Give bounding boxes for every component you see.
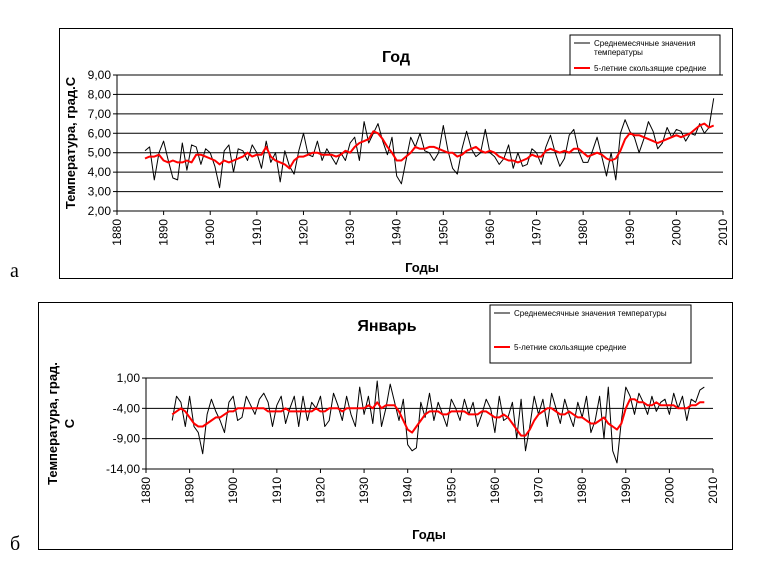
series-line-monthly <box>144 98 715 189</box>
y-tick-label: 1,00 <box>117 371 141 385</box>
legend-box <box>489 304 692 364</box>
x-tick-label: 2000 <box>669 219 683 246</box>
x-tick-label: 1910 <box>250 219 264 246</box>
y-tick-label: 5,00 <box>88 146 112 160</box>
x-tick-label: 1920 <box>313 477 327 504</box>
x-tick-label: 2010 <box>706 477 720 504</box>
y-tick-label: 2,00 <box>88 204 112 218</box>
x-axis-label: Годы <box>412 527 446 542</box>
x-tick-label: 1890 <box>157 219 171 246</box>
legend-label-moving-average: 5-летние скользящие средние <box>594 64 707 73</box>
legend-label-monthly: Среднемесячные значения температуры <box>514 309 667 318</box>
chart-title: Январь <box>357 318 416 335</box>
legend-label-moving-average: 5-летние скользящие средние <box>514 343 627 352</box>
x-tick-label: 1930 <box>343 219 357 246</box>
x-axis-label: Годы <box>405 260 439 275</box>
series-line-moving-average <box>171 398 705 437</box>
x-tick-label: 1890 <box>183 477 197 504</box>
y-axis-label: Температура, град.С <box>45 362 77 485</box>
x-tick-label: 1990 <box>623 219 637 246</box>
x-tick-label: 1940 <box>390 219 404 246</box>
x-tick-label: 1980 <box>575 477 589 504</box>
x-tick-label: 1950 <box>436 219 450 246</box>
y-axis-label: Температура, град.С <box>63 76 78 209</box>
y-tick-label: 9,00 <box>88 68 112 82</box>
x-tick-label: 1940 <box>401 477 415 504</box>
x-tick-label: 2000 <box>662 477 676 504</box>
x-tick-label: 1960 <box>488 477 502 504</box>
y-tick-label: 7,00 <box>88 107 112 121</box>
y-tick-label: -4,00 <box>113 401 141 415</box>
chart-january-plot: -14,00 -9,00 -4,00 1,00 1880 1890 1900 1910 1920… <box>45 304 720 542</box>
y-tick-label: 6,00 <box>88 126 112 140</box>
x-tick-label: 1970 <box>532 477 546 504</box>
x-tick-label: 1880 <box>139 477 153 504</box>
x-tick-label: 1900 <box>226 477 240 504</box>
series-line-moving-average <box>144 122 715 170</box>
x-tick-label: 1920 <box>296 219 310 246</box>
x-tick-label: 1990 <box>619 477 633 504</box>
series-line-monthly <box>171 380 705 464</box>
y-tick-label: 3,00 <box>88 185 112 199</box>
x-tick-label: 1960 <box>483 219 497 246</box>
chart-january: -14,00 -9,00 -4,00 1,00 1880 1890 1900 1910 1920… <box>38 302 733 550</box>
chart-annual: 2,00 3,00 4,00 5,00 6,00 7,00 8,00 9,00 1880 1890… <box>59 28 733 279</box>
x-tick-label: 1970 <box>530 219 544 246</box>
x-tick-label: 2010 <box>716 219 730 246</box>
legend-label-monthly: температуры <box>594 48 643 57</box>
x-tick-label: 1900 <box>203 219 217 246</box>
legend-box <box>569 34 721 76</box>
x-tick-label: 1910 <box>270 477 284 504</box>
x-tick-label: 1880 <box>110 219 124 246</box>
y-tick-label: -9,00 <box>113 432 141 446</box>
x-tick-label: 1980 <box>576 219 590 246</box>
y-tick-label: 4,00 <box>88 165 112 179</box>
y-tick-label: 8,00 <box>88 87 112 101</box>
chart-annual-plot: 2,00 3,00 4,00 5,00 6,00 7,00 8,00 9,00 1880 1890… <box>63 34 730 275</box>
y-tick-label: -14,00 <box>106 462 140 476</box>
x-tick-label: 1930 <box>357 477 371 504</box>
panel-label-a: а <box>10 260 19 282</box>
panel-label-b: б <box>10 533 21 555</box>
legend-label-monthly: Среднемесячные значения <box>594 39 696 48</box>
chart-title: Год <box>382 49 410 66</box>
x-tick-label: 1950 <box>444 477 458 504</box>
